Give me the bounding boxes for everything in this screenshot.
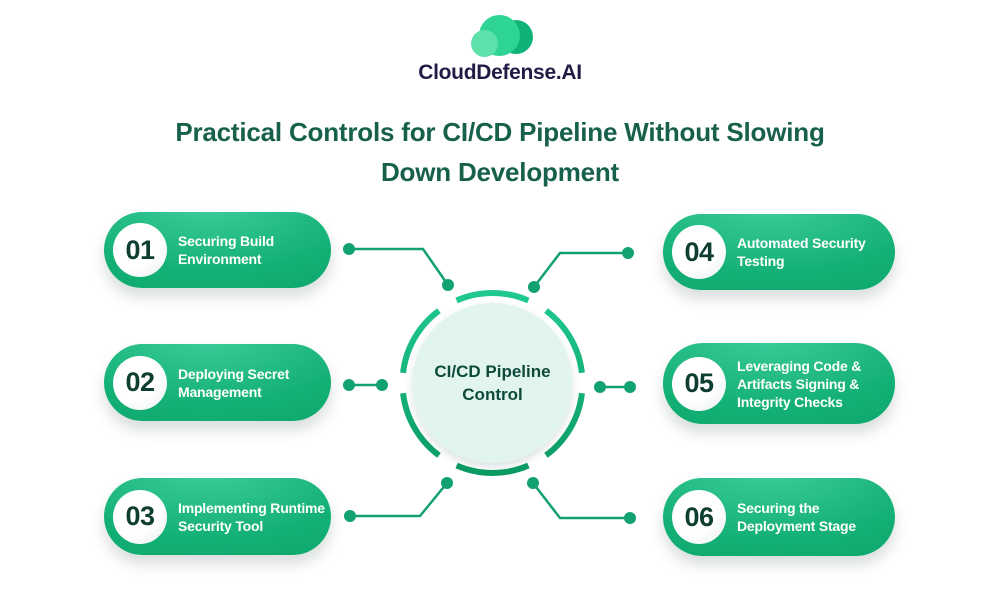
logo: CloudDefense.AI [0, 14, 1000, 85]
pill-06-securing-the-deployment-stage: 06 Securing the Deployment Stage [663, 478, 895, 556]
pill-number-badge: 02 [113, 355, 167, 410]
connector-bottom-right [532, 482, 630, 520]
pill-number-badge: 06 [672, 490, 726, 544]
center-circle [412, 303, 573, 463]
logo-wordmark: CloudDefense.AI [418, 61, 582, 84]
pill-01-securing-build-environment: 01 Securing Build Environment [104, 212, 331, 288]
cloud-circles-icon [467, 14, 533, 60]
connector-bottom-left [350, 482, 448, 518]
pill-label: Deploying Secret Management [178, 365, 290, 400]
page-title: Practical Controls for CI/CD Pipeline Wi… [175, 117, 825, 187]
pill-number-badge: 05 [672, 356, 726, 411]
connector-top-left [349, 247, 450, 286]
center-ring [399, 290, 586, 476]
pill-label: Implementing Runtime Security Tool [178, 499, 325, 534]
pill-number-badge: 03 [113, 489, 167, 544]
cloud-circle-light [471, 30, 498, 57]
pill-label: Securing Build Environment [178, 233, 274, 267]
pill-04-automated-security-testing: 04 Automated Security Testing [663, 214, 895, 290]
pill-05-leveraging-code-artifacts-signing: 05 Leveraging Code & Artifacts Signing &… [663, 343, 895, 424]
pill-label: Leveraging Code & Artifacts Signing & In… [737, 357, 862, 410]
pill-03-implementing-runtime-security-tool: 03 Implementing Runtime Security Tool [104, 478, 331, 555]
pill-02-deploying-secret-management: 02 Deploying Secret Management [104, 344, 331, 421]
pill-label: Automated Security Testing [737, 235, 866, 269]
pill-number-badge: 04 [672, 225, 726, 279]
pill-label: Securing the Deployment Stage [737, 500, 856, 534]
connector-dots [343, 243, 636, 524]
pill-number-badge: 01 [113, 223, 167, 277]
center-label: CI/CD Pipeline Control [434, 362, 551, 404]
connector-top-right [533, 251, 628, 288]
